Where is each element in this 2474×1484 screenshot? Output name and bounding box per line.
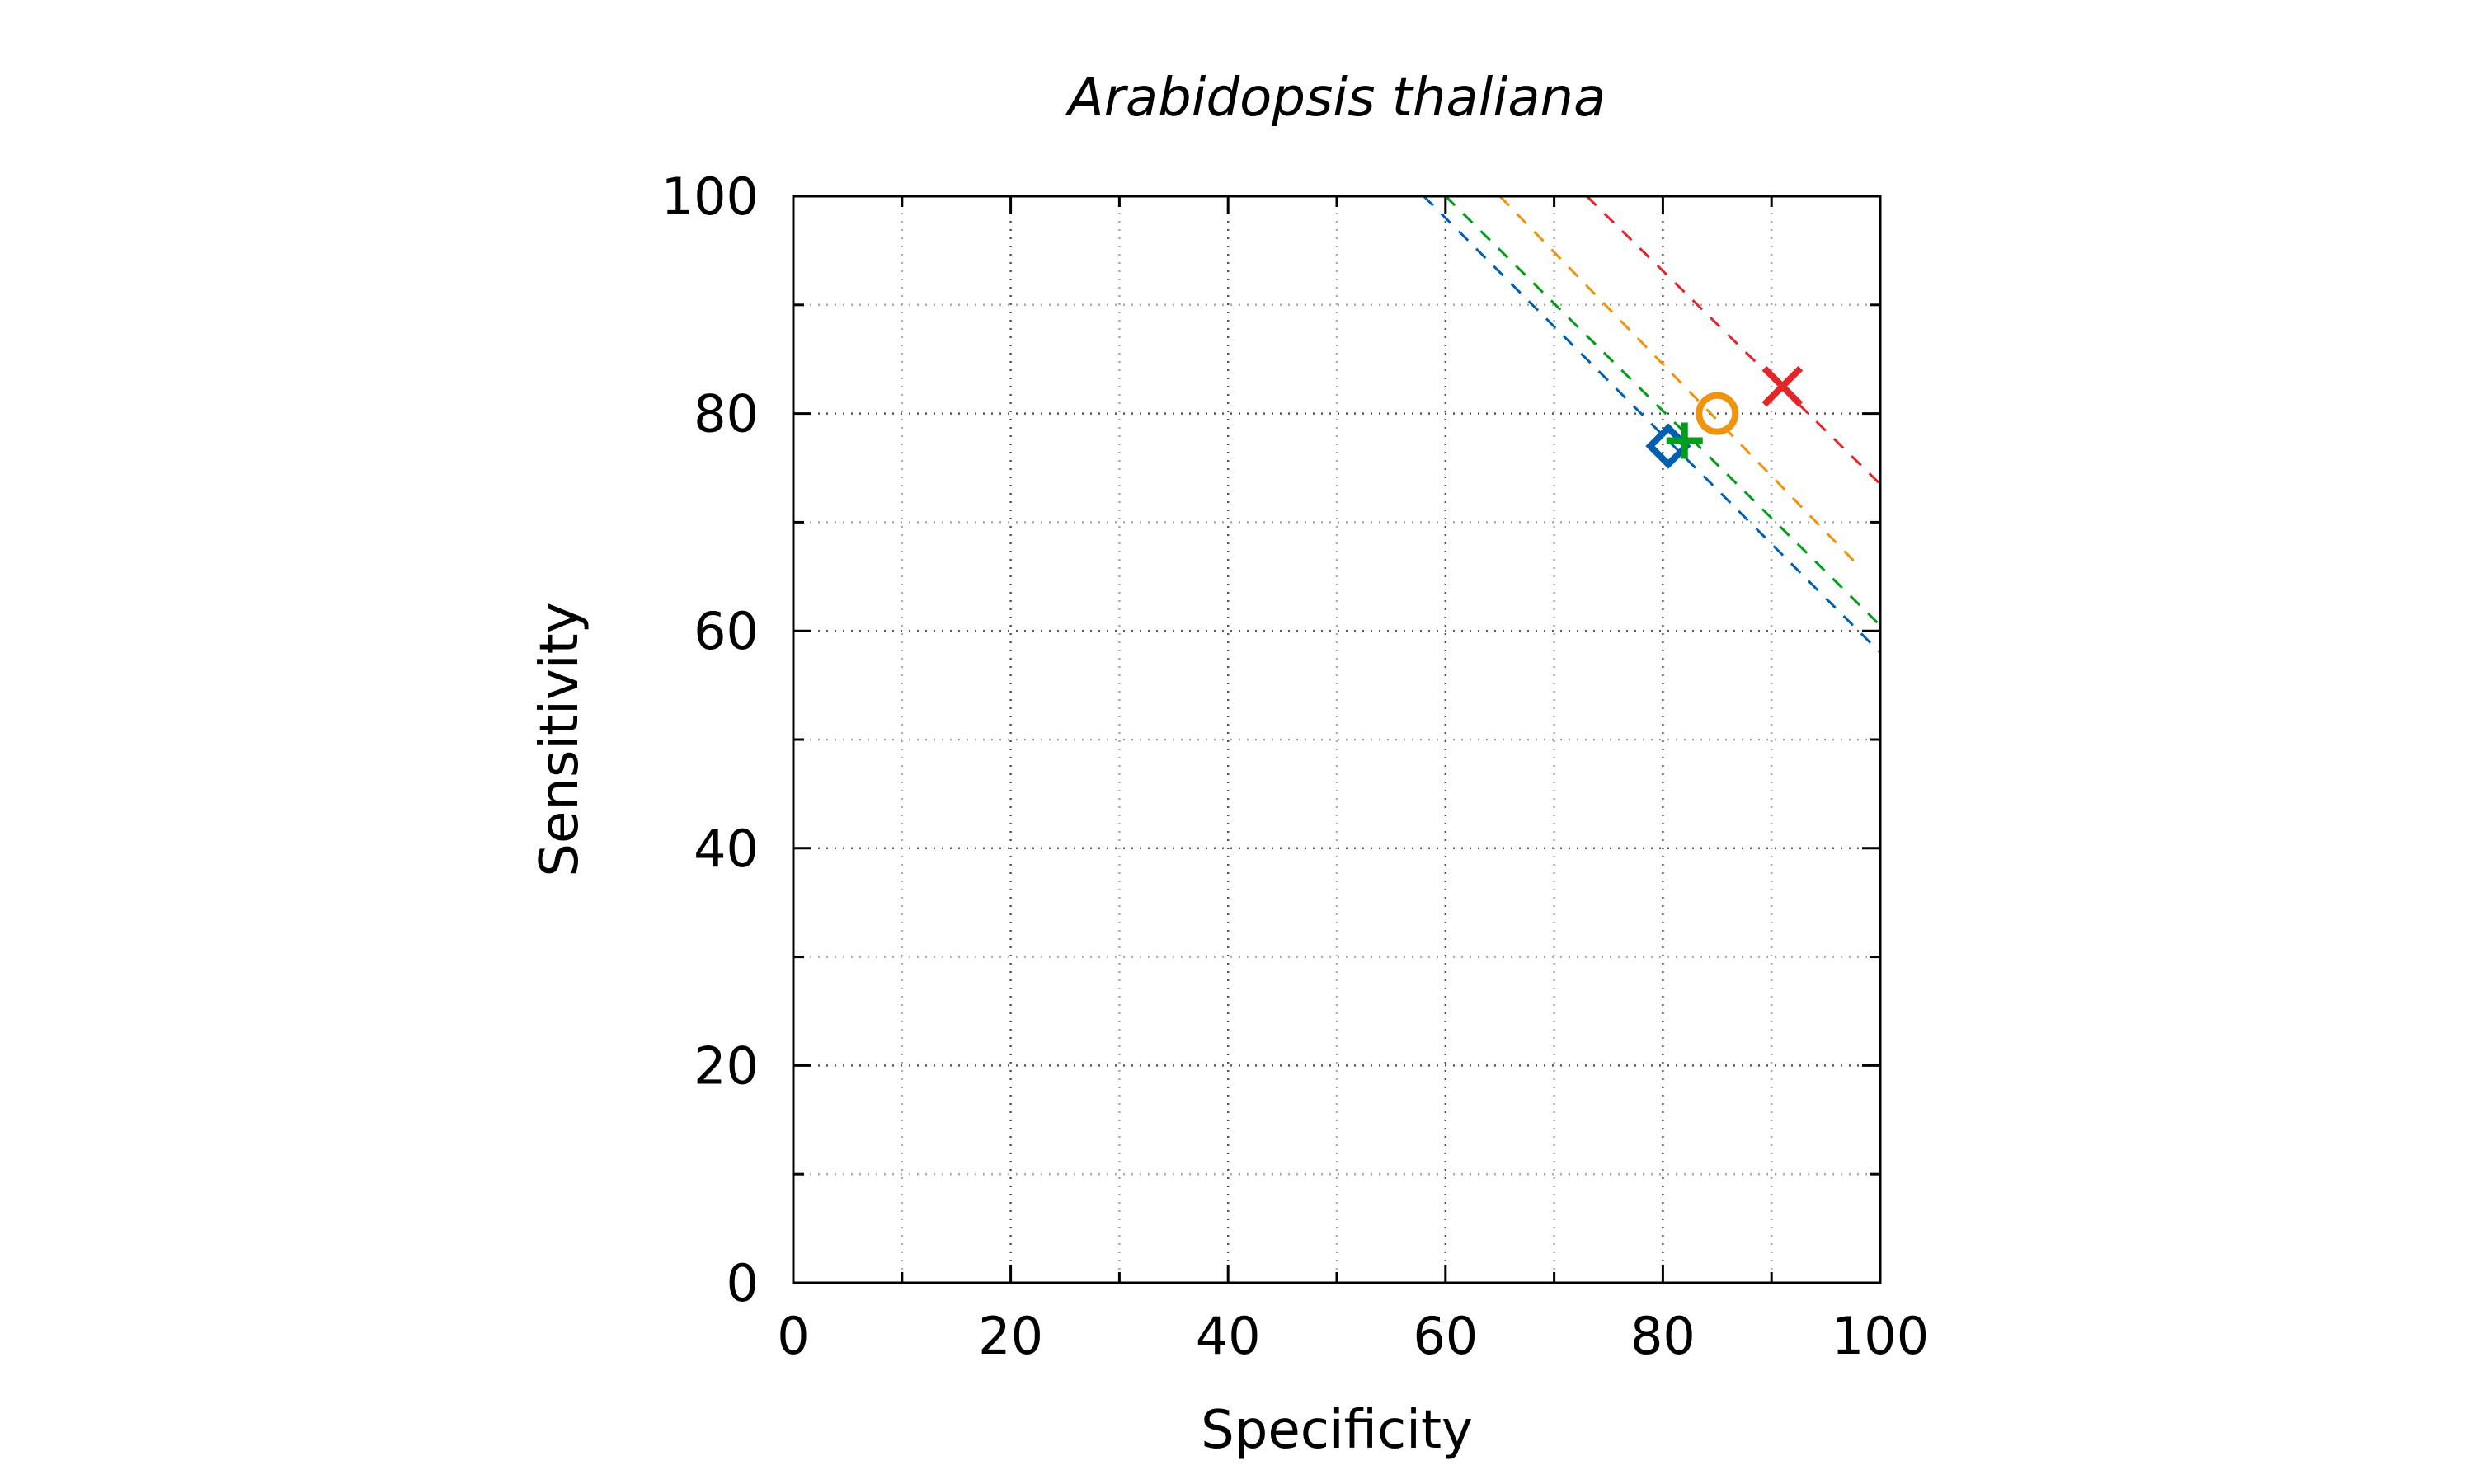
iso-line xyxy=(1498,195,1860,567)
iso-line xyxy=(1423,195,1882,654)
y-tick-labels: 0 20 40 60 80 100 xyxy=(661,167,759,1313)
x-tick-label: 20 xyxy=(978,1306,1043,1366)
y-tick-label: 40 xyxy=(694,819,759,879)
plus-marker xyxy=(1666,422,1703,459)
axis-ticks xyxy=(792,195,1882,1284)
y-tick-label: 60 xyxy=(694,601,759,661)
x-tick-label: 60 xyxy=(1413,1306,1478,1366)
grid xyxy=(793,196,1880,1283)
x-tick-label: 0 xyxy=(777,1306,809,1366)
iso-line xyxy=(1444,195,1882,627)
x-tick-label: 40 xyxy=(1196,1306,1261,1366)
chart-title: Arabidopsis thaliana xyxy=(1065,68,1606,129)
cross-marker xyxy=(1761,365,1804,407)
y-axis-title: Sensitivity xyxy=(529,602,590,876)
x-tick-label: 100 xyxy=(1832,1306,1929,1366)
x-tick-labels: 0 20 40 60 80 100 xyxy=(777,1306,1929,1366)
circle-marker xyxy=(1696,392,1739,435)
y-tick-label: 20 xyxy=(694,1036,759,1096)
x-axis-title: Specificity xyxy=(1201,1400,1473,1461)
y-tick-label: 100 xyxy=(661,167,759,227)
diamond-marker xyxy=(1645,423,1691,469)
data-points xyxy=(1645,365,1804,469)
x-tick-label: 80 xyxy=(1630,1306,1696,1366)
y-tick-label: 0 xyxy=(727,1253,759,1313)
plot-frame xyxy=(792,195,1882,1284)
iso-line xyxy=(1586,195,1882,486)
y-tick-label: 80 xyxy=(694,384,759,444)
iso-lines xyxy=(1423,195,1882,654)
